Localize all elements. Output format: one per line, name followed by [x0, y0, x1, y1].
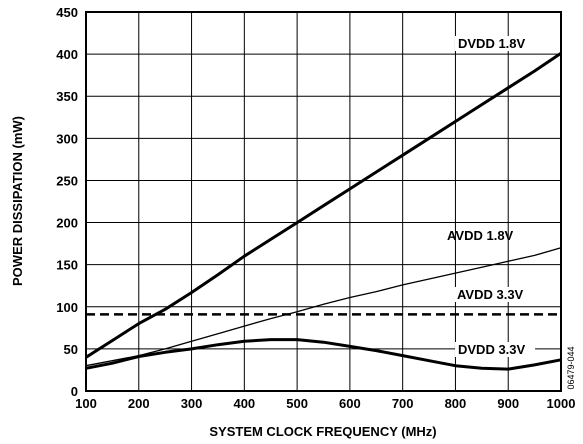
figure-id: 06479-044 [566, 346, 576, 389]
series-label-background [454, 287, 534, 302]
x-tick-label: 900 [497, 396, 519, 411]
y-tick-label: 450 [56, 5, 78, 20]
x-tick-label: 1000 [547, 396, 576, 411]
series-label: AVDD 1.8V [447, 228, 514, 243]
y-tick-label: 200 [56, 216, 78, 231]
series-label: DVDD 3.3V [458, 342, 526, 357]
x-tick-label: 400 [233, 396, 255, 411]
series-label: DVDD 1.8V [458, 36, 526, 51]
series-line-dvdd-3-3v [85, 338, 562, 371]
y-tick-label: 50 [64, 342, 78, 357]
grid [86, 12, 561, 391]
y-axis-label: POWER DISSIPATION (mW) [10, 116, 25, 286]
tick-labels: 100 200 300 400 500 600 700 800 900 1000 0 50 100 150… [56, 5, 575, 411]
series-line-avdd-1-8v [85, 247, 562, 367]
y-tick-label: 0 [71, 384, 78, 399]
series-line-dvdd-1-8v [85, 52, 562, 359]
series-label-background [455, 342, 535, 357]
x-tick-label: 500 [286, 396, 308, 411]
series-label: AVDD 3.3V [457, 287, 524, 302]
series-layer [85, 52, 562, 371]
plot-background [86, 12, 561, 391]
y-tick-label: 350 [56, 89, 78, 104]
x-tick-label: 100 [75, 396, 97, 411]
x-tick-label: 300 [181, 396, 203, 411]
x-tick-label: 700 [392, 396, 414, 411]
x-tick-label: 600 [339, 396, 361, 411]
series-labels: DVDD 1.8V AVDD 1.8V AVDD 3.3V DVDD 3.3V [447, 36, 535, 357]
y-tick-label: 100 [56, 300, 78, 315]
y-tick-label: 250 [56, 173, 78, 188]
x-axis-label: SYSTEM CLOCK FREQUENCY (MHz) [209, 424, 436, 439]
y-tick-label: 300 [56, 131, 78, 146]
x-tick-label: 200 [128, 396, 150, 411]
y-tick-label: 150 [56, 258, 78, 273]
x-tick-label: 800 [445, 396, 467, 411]
series-label-background [455, 36, 535, 51]
plot-frame [85, 11, 562, 392]
y-tick-label: 400 [56, 47, 78, 62]
